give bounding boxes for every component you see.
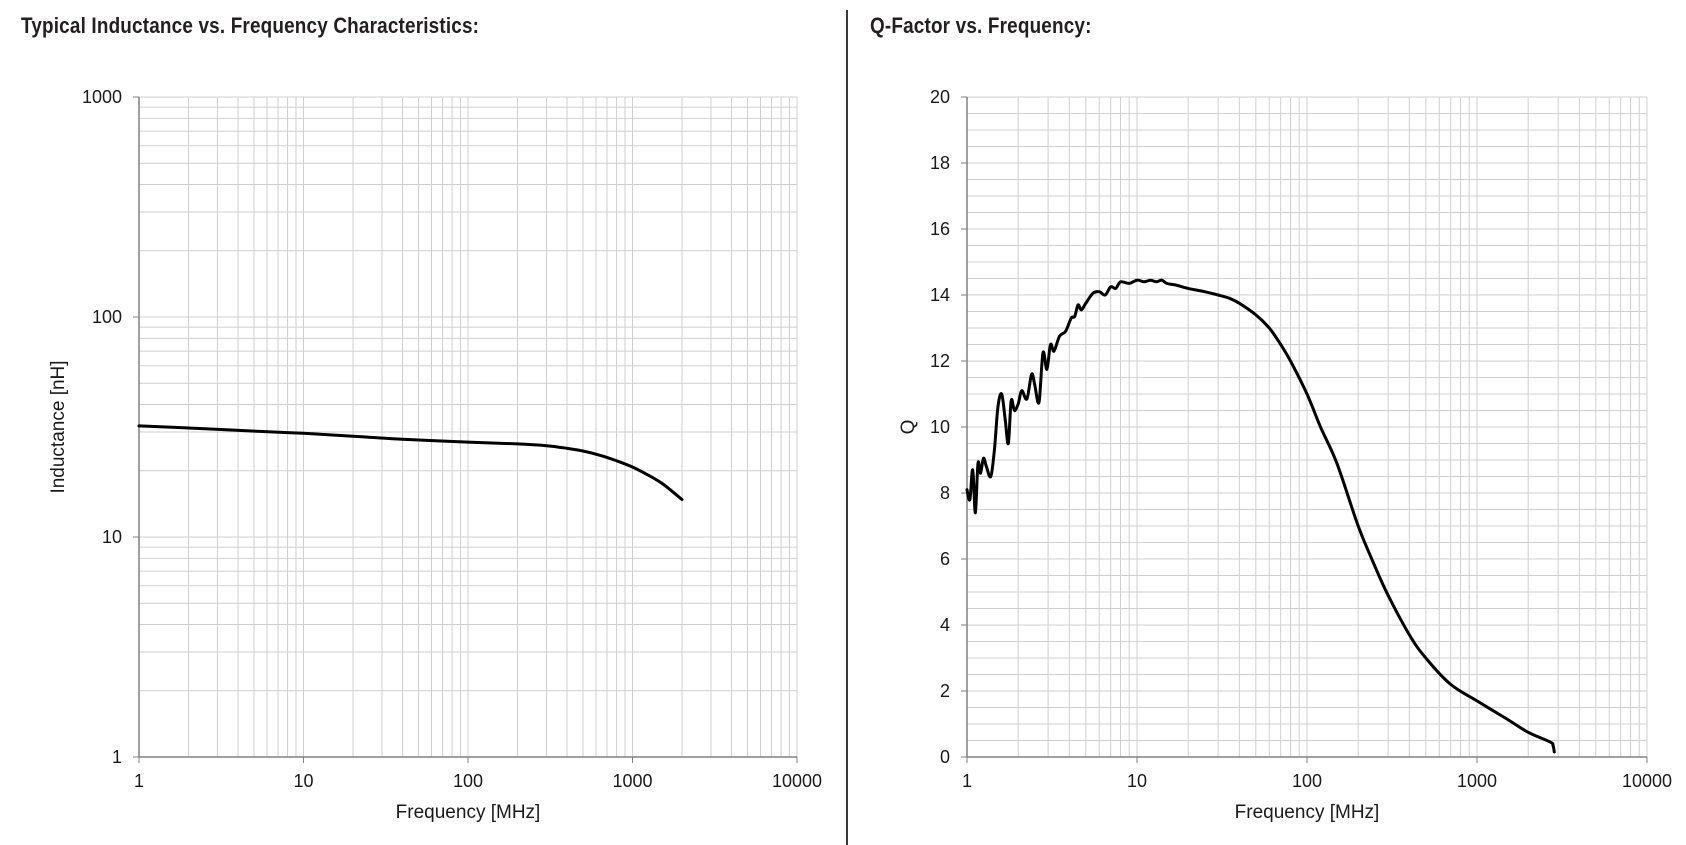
x-axis-label: Frequency [MHz] (396, 802, 541, 823)
x-tick-label: 1 (962, 771, 972, 791)
q-factor-chart-title: Q-Factor vs. Frequency: (870, 13, 1092, 38)
y-axis-label: Inductance [nH] (48, 360, 69, 493)
y-tick-label: 12 (930, 351, 950, 371)
x-tick-label: 100 (453, 771, 483, 791)
x-axis-label: Frequency [MHz] (1235, 802, 1380, 823)
panel-divider (846, 10, 848, 845)
x-tick-label: 10000 (1622, 771, 1672, 791)
y-tick-label: 18 (930, 153, 950, 173)
y-tick-label: 4 (940, 615, 950, 635)
y-tick-label: 1000 (82, 87, 122, 107)
inductance-chart: 1 10 100 1000 10000 1 10 100 1000 Frequency [MHz… (48, 87, 822, 823)
y-tick-label: 14 (930, 285, 950, 305)
x-tick-label: 10 (293, 771, 313, 791)
y-tick-label: 20 (930, 87, 950, 107)
y-tick-label: 1 (112, 747, 122, 767)
x-tick-label: 100 (1292, 771, 1322, 791)
x-tick-label: 1 (134, 771, 144, 791)
x-tick-label: 10000 (772, 771, 822, 791)
y-tick-label: 16 (930, 219, 950, 239)
y-tick-label: 6 (940, 549, 950, 569)
x-tick-label: 1000 (1457, 771, 1497, 791)
y-tick-label: 2 (940, 681, 950, 701)
inductance-chart-title: Typical Inductance vs. Frequency Charact… (21, 13, 480, 38)
y-tick-label: 100 (92, 307, 122, 327)
y-tick-label: 10 (102, 527, 122, 547)
y-axis-label: Q (898, 420, 919, 435)
x-tick-label: 10 (1127, 771, 1147, 791)
y-tick-label: 8 (940, 483, 950, 503)
series-line-inductance (137, 424, 684, 501)
y-tick-label: 0 (940, 747, 950, 767)
y-tick-label: 10 (930, 417, 950, 437)
x-tick-label: 1000 (612, 771, 652, 791)
series-line-q (965, 278, 1556, 754)
